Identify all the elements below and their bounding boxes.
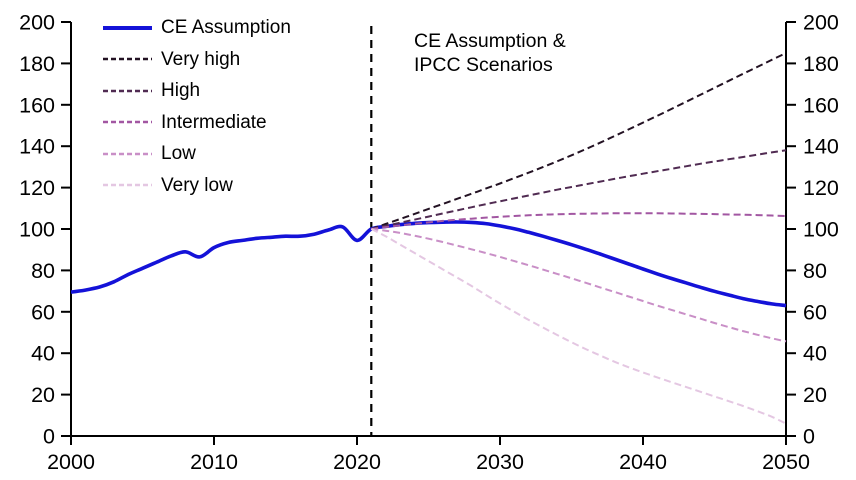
right-axis-tick-label: 0: [803, 425, 815, 449]
series-line-high: [371, 149, 787, 230]
chart-annotation: CE Assumption & IPCC Scenarios: [414, 30, 566, 77]
x-axis-tick-label: 2040: [619, 450, 667, 474]
chart-legend: CE Assumption Very high High Intermediat…: [103, 12, 291, 201]
legend-line-sample-icon: [103, 183, 152, 187]
x-axis-tick-label: 2010: [190, 450, 238, 474]
legend-label: Very high: [161, 48, 241, 70]
legend-item-intermediate: Intermediate: [103, 107, 291, 139]
legend-label: CE Assumption: [161, 17, 291, 39]
series-line-very-high: [370, 52, 787, 230]
right-axis-tick-label: 200: [803, 11, 839, 35]
left-axis-tick-label: 40: [31, 342, 55, 366]
legend-line-sample-icon: [103, 57, 152, 61]
left-axis-tick-label: 200: [19, 11, 55, 35]
left-axis-tick-label: 20: [31, 383, 55, 407]
left-axis-tick-label: 120: [19, 176, 55, 200]
legend-line-sample-icon: [103, 89, 152, 93]
right-axis-tick-label: 160: [803, 93, 839, 117]
series-line-very-low: [370, 228, 787, 425]
legend-item-very-low: Very low: [103, 170, 291, 202]
right-axis-tick-label: 80: [803, 259, 827, 283]
legend-label: Very low: [161, 174, 233, 196]
x-axis-tick-label: 2050: [762, 450, 810, 474]
annotation-line-2: IPCC Scenarios: [414, 53, 553, 76]
left-axis-tick-label: 180: [19, 52, 55, 76]
right-axis-tick-label: 20: [803, 383, 827, 407]
x-axis-tick-label: 2000: [47, 450, 95, 474]
legend-item-low: Low: [103, 138, 291, 170]
series-line-low: [371, 228, 787, 343]
x-axis-tick-label: 2030: [476, 450, 524, 474]
left-axis-tick-label: 0: [43, 425, 55, 449]
series-line-intermediate: [371, 212, 787, 230]
legend-line-sample-icon: [103, 152, 152, 156]
left-axis-tick-label: 100: [19, 218, 55, 242]
x-axis-tick-label: 2020: [333, 450, 381, 474]
legend-label: Intermediate: [161, 111, 267, 133]
legend-item-ce-assumption: CE Assumption: [103, 12, 291, 44]
right-axis-tick-label: 100: [803, 218, 839, 242]
legend-item-very-high: Very high: [103, 44, 291, 76]
left-axis-tick-label: 60: [31, 300, 55, 324]
right-axis-tick-label: 120: [803, 176, 839, 200]
right-axis-tick-label: 40: [803, 342, 827, 366]
right-axis-tick-label: 180: [803, 52, 839, 76]
series-line-ce-assumption: [70, 220, 787, 308]
legend-line-sample-icon: [103, 25, 152, 30]
annotation-line-1: CE Assumption &: [414, 30, 566, 52]
left-axis-tick-label: 140: [19, 135, 55, 159]
left-axis-tick-label: 160: [19, 93, 55, 117]
legend-line-sample-icon: [103, 120, 152, 124]
legend-item-high: High: [103, 75, 291, 107]
legend-label: Low: [161, 143, 196, 165]
left-axis-tick-label: 80: [31, 259, 55, 283]
right-axis-tick-label: 140: [803, 135, 839, 159]
right-axis-tick-label: 60: [803, 300, 827, 324]
legend-label: High: [161, 80, 201, 102]
